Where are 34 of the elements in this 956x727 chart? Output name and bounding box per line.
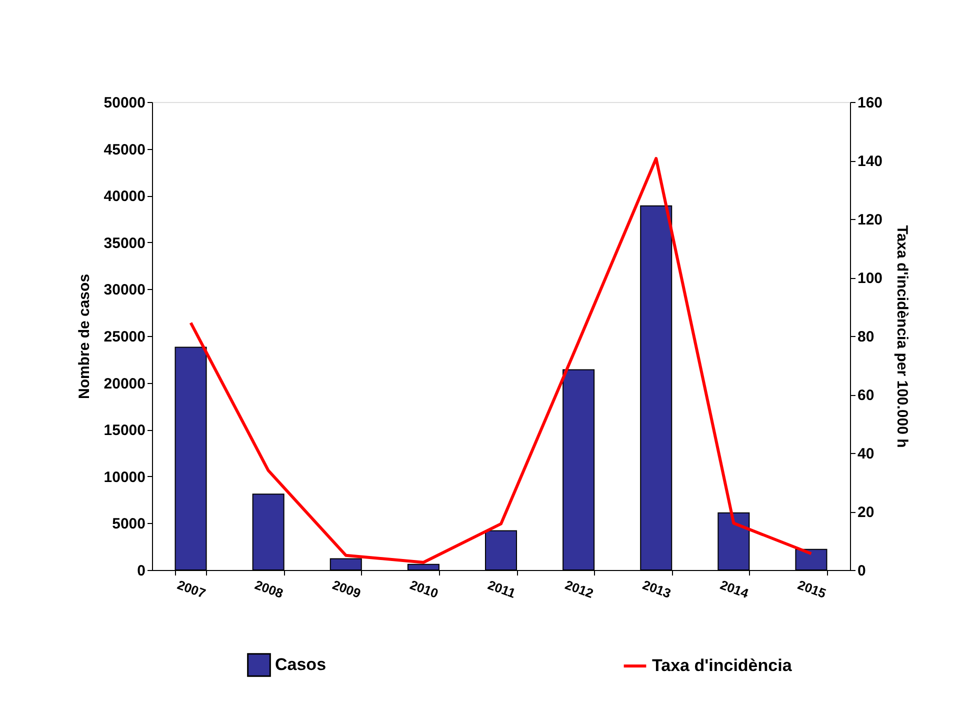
y-tick-label: 0 [137,562,146,580]
y-tick-label: 5000 [112,516,146,533]
y-tick-label: 20000 [104,375,146,392]
y-tick-label: 50000 [104,94,146,112]
y-tick-label: 40000 [104,188,146,206]
y2-tick-label: 100 [858,270,883,287]
x-tick-label: 2010 [408,577,440,602]
x-tick-label: 2007 [175,577,208,602]
y2-tick-label: 80 [858,328,874,346]
x-tick-label: 2011 [486,577,518,601]
y2-tick-label: 60 [858,387,874,404]
y-tick-label: 45000 [104,141,146,158]
y2-tick-label: 40 [858,446,874,462]
y-tick-label: 10000 [104,468,146,486]
x-tick-label: 2015 [796,577,828,602]
x-tick-label: 2014 [718,577,752,602]
y-tick-label: 15000 [104,422,146,440]
y-tick-label: 30000 [104,282,146,299]
y-axis-title: Nombre de casos [76,274,93,400]
x-tick-label: 2012 [563,577,596,602]
y2-tick-label: 20 [858,504,874,521]
y-tick-label: 25000 [104,328,146,346]
legend-label: Casos [275,655,326,674]
y2-tick-label: 120 [858,212,883,228]
y2-tick-label: 140 [858,153,883,170]
y-tick-label: 35000 [104,234,146,252]
line-series [189,156,813,564]
x-tick-label: 2008 [252,577,286,602]
x-tick-label: 2009 [330,577,363,602]
y2-axis-title: Taxa d'incidència per 100.000 h [894,225,911,448]
legend-label: Taxa d'incidència [652,656,792,675]
x-tick-label: 2013 [640,577,673,602]
y2-tick-label: 0 [858,562,866,580]
y2-tick-label: 160 [858,94,883,112]
